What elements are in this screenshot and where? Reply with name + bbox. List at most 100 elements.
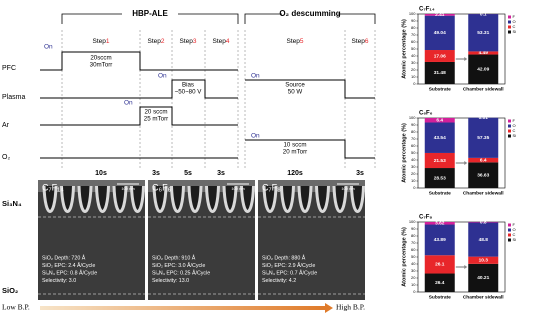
legend-label: Si — [513, 237, 517, 242]
value-label: 26.1 — [435, 262, 445, 268]
legend-swatch — [508, 239, 511, 242]
step-label: Step4 — [213, 38, 230, 45]
x-tick-label: Substrate — [429, 190, 451, 196]
scale-label: 100 nm — [341, 186, 355, 191]
y-tick-label: 100 — [409, 11, 416, 16]
scale-label: 100 nm — [231, 186, 245, 191]
waveform — [40, 107, 238, 125]
value-label: 17.06 — [434, 53, 446, 59]
y-tick-label: 50 — [411, 150, 416, 155]
step-number: 4 — [226, 38, 230, 45]
sem-stat: Selectivity: 13.0 — [152, 278, 189, 284]
sem-stat: Selectivity: 4.2 — [262, 278, 296, 284]
group-title: O₂ descumming — [279, 9, 340, 18]
sem-stat: Si₃N₄ EPC: 0.8 Å/Cycle — [42, 269, 97, 276]
on-label: On — [44, 44, 53, 51]
value-label: 6.4 — [480, 157, 487, 163]
sem-title: C₆F₆ — [152, 182, 172, 192]
value-label: 26.4 — [435, 280, 445, 286]
duration: 3s — [217, 170, 225, 177]
step-number: 3 — [193, 38, 197, 45]
y-tick-label: 90 — [411, 122, 416, 127]
sem-stat: SiO₂ EPC: 2.4 Å/Cycle — [42, 262, 95, 269]
y-tick-label: 60 — [411, 247, 416, 252]
step-number: 6 — [365, 38, 369, 45]
legend-swatch — [508, 234, 511, 237]
condition-text: Source — [285, 82, 305, 89]
legend-swatch — [508, 120, 511, 123]
on-label: On — [158, 73, 167, 80]
on-label: On — [251, 73, 260, 80]
duration: 5s — [184, 170, 192, 177]
bp-low: Low B.P. — [2, 303, 30, 312]
bp-arrow-body — [40, 306, 325, 310]
value-label: 48.8 — [479, 237, 489, 243]
step-word: Step — [148, 38, 162, 45]
step-word: Step — [287, 38, 301, 45]
on-label: On — [124, 100, 133, 107]
condition-text: 30mTorr — [90, 62, 113, 69]
value-label: 0.8 — [480, 219, 487, 225]
y-tick-label: 80 — [411, 25, 416, 30]
condition-text: 25 mTorr — [144, 116, 168, 123]
y-tick-label: 80 — [411, 233, 416, 238]
y-tick-label: 20 — [411, 67, 416, 72]
legend-swatch — [508, 229, 511, 232]
value-label: 0.01 — [479, 115, 489, 121]
legend-swatch — [508, 125, 511, 128]
y-tick-label: 20 — [411, 275, 416, 280]
x-tick-label: Substrate — [429, 294, 451, 300]
step-number: 1 — [106, 38, 110, 45]
value-label: 53.31 — [477, 30, 489, 36]
y-tick-label: 40 — [411, 261, 416, 266]
y-axis-label: Atomic percentage (%) — [401, 123, 407, 183]
value-label: 6.4 — [436, 118, 443, 124]
y-tick-label: 30 — [411, 60, 416, 65]
sem-stat: SiO₂ EPC: 2.9 Å/Cycle — [262, 262, 315, 269]
y-tick-label: 100 — [409, 219, 416, 224]
sem-trench — [282, 186, 294, 212]
y-tick-label: 30 — [411, 268, 416, 273]
x-tick-label: Chamber sidewall — [463, 190, 504, 196]
sem-title: C₇F₁₄ — [42, 182, 64, 192]
legend-swatch — [508, 224, 511, 227]
legend-swatch — [508, 21, 511, 24]
row-label: O₂ — [2, 154, 10, 161]
y-tick-label: 50 — [411, 46, 416, 51]
chart-title: C₇F₁₄ — [419, 7, 435, 13]
y-tick-label: 80 — [411, 129, 416, 134]
value-label: 43.54 — [434, 135, 446, 141]
sem-stat: SiO₂ Depth: 910 Å — [152, 254, 196, 261]
sem-stat: SiO₂ Depth: 880 Å — [262, 254, 306, 261]
y-tick-label: 0 — [413, 185, 416, 190]
sem-stat: SiO₂ EPC: 3.0 Å/Cycle — [152, 262, 205, 269]
step-label: Step3 — [180, 38, 197, 45]
duration: 3s — [152, 170, 160, 177]
x-tick-label: Chamber sidewall — [463, 294, 504, 300]
x-tick-label: Chamber sidewall — [463, 86, 504, 92]
y-tick-label: 20 — [411, 171, 416, 176]
value-label: 2.41 — [435, 12, 445, 18]
step-word: Step — [213, 38, 227, 45]
x-tick-label: Substrate — [429, 86, 451, 92]
y-tick-label: 40 — [411, 53, 416, 58]
value-label: 49.04 — [434, 30, 446, 36]
sem-trench — [207, 186, 219, 212]
duration: 3s — [356, 170, 364, 177]
condition-text: Bias — [182, 82, 194, 89]
row-label: Ar — [2, 122, 10, 129]
step-label: Step5 — [287, 38, 304, 45]
value-label: 40.21 — [477, 275, 489, 281]
legend-swatch — [508, 31, 511, 34]
y-axis-label: Atomic percentage (%) — [401, 227, 407, 287]
waveform — [40, 52, 238, 70]
waveform — [245, 140, 375, 158]
condition-text: 20 mTorr — [283, 149, 307, 156]
legend-swatch — [508, 16, 511, 19]
transfer-arrow-head — [464, 57, 467, 61]
y-tick-label: 10 — [411, 178, 416, 183]
on-label: On — [251, 133, 260, 140]
y-tick-label: 60 — [411, 143, 416, 148]
scale-label: 100 nm — [121, 186, 135, 191]
legend-swatch — [508, 135, 511, 138]
